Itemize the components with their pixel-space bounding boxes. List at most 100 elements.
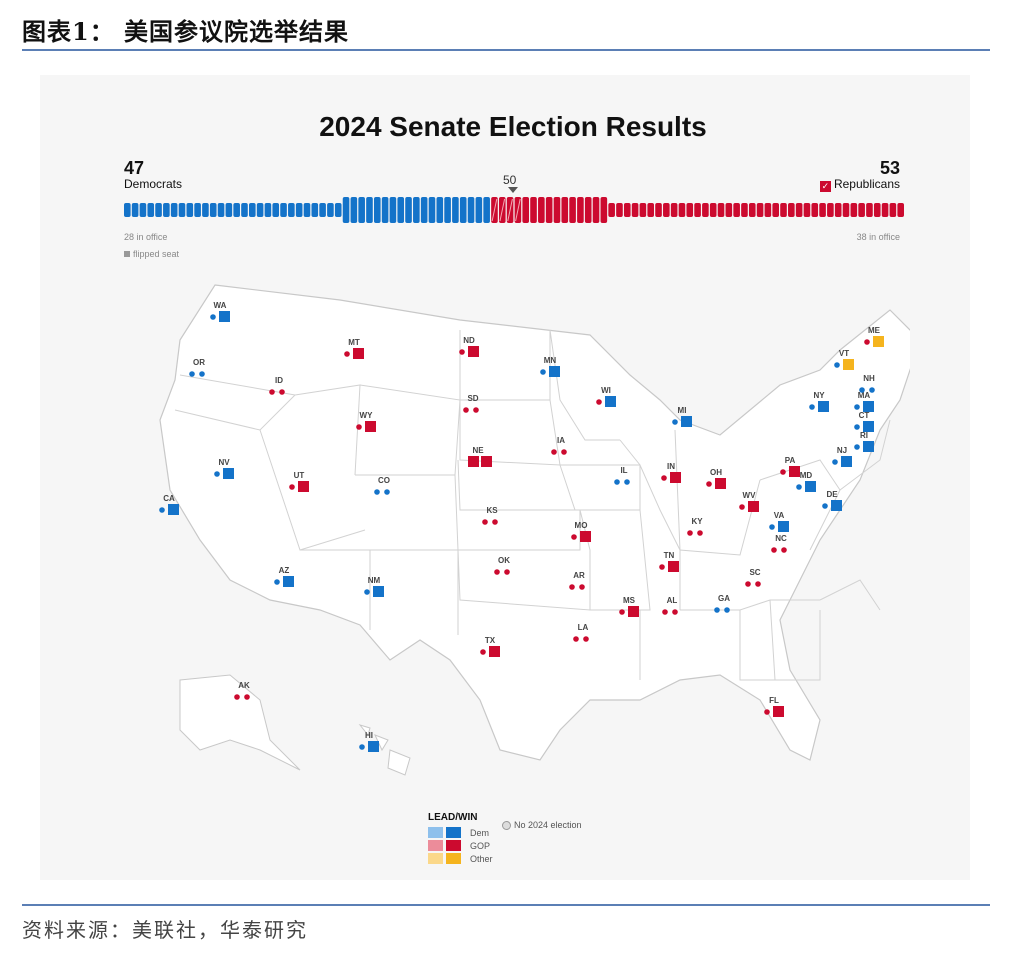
seat-dot-de [822, 503, 828, 509]
seat-dot-ma [854, 404, 860, 410]
state-label-il: IL [620, 466, 627, 475]
state-label-ga: GA [718, 594, 730, 603]
seat-segment [756, 203, 764, 217]
seat-dot-la [573, 636, 579, 642]
state-label-nh: NH [863, 374, 875, 383]
seat-segment [608, 203, 615, 217]
seat-segment [709, 203, 717, 217]
seat-segment [467, 197, 475, 223]
seat-segment [311, 203, 319, 217]
seat-dot-ar [579, 584, 585, 590]
seat-dot-nv [214, 471, 220, 477]
flip-hatch-mark [507, 198, 513, 222]
state-label-ar: AR [573, 571, 585, 580]
state-label-nj: NJ [837, 446, 847, 455]
rep-label-wrap: ✓ Republicans [819, 177, 900, 192]
dem-label: Democrats [124, 177, 183, 191]
seat-dot-ca [159, 507, 165, 513]
flipped-seat-label: flipped seat [133, 249, 180, 259]
seat-dot-nh [859, 387, 865, 393]
seat-dot-nd [459, 349, 465, 355]
seat-win-az [283, 576, 294, 587]
seat-dot-sc [745, 581, 751, 587]
legend-gop-win-swatch [446, 840, 461, 851]
seat-win-wv [748, 501, 759, 512]
seat-segment [569, 197, 576, 223]
seat-segment [538, 197, 545, 223]
seat-segment [616, 203, 623, 217]
seat-segment [522, 197, 530, 223]
seat-win-md [805, 481, 816, 492]
seat-segment [748, 203, 756, 217]
seat-win-nj [841, 456, 852, 467]
seat-segment [124, 203, 131, 217]
seat-segment [741, 203, 748, 217]
seat-segment [631, 203, 639, 217]
state-label-fl: FL [769, 696, 779, 705]
flipped-seat-icon [124, 251, 130, 257]
state-label-ca: CA [163, 494, 175, 503]
seat-segment [780, 203, 787, 217]
seat-dot-wy [356, 424, 362, 430]
state-label-id: ID [275, 376, 283, 385]
seat-win-wi [605, 396, 616, 407]
seat-dot-sd [463, 407, 469, 413]
seat-segment [147, 203, 155, 217]
seat-segment [764, 203, 772, 217]
us-senate-map: WA OR CA NV ID MT WY UT AZ NM CO ND SD NE KS OK TX MN IA MO… [159, 284, 910, 776]
seat-segment [530, 197, 537, 223]
check-icon: ✓ [819, 181, 831, 192]
flip-hatch-mark [515, 198, 521, 222]
seat-win-hi [368, 741, 379, 752]
seat-segment [702, 203, 709, 217]
seat-dot-al [662, 609, 668, 615]
state-label-ky: KY [691, 517, 703, 526]
rep-seat-count: 53 [879, 158, 900, 178]
seat-dot-al [672, 609, 678, 615]
state-label-mi: MI [678, 406, 687, 415]
seat-segment [881, 203, 889, 217]
seat-dot-id [269, 389, 275, 395]
seat-dot-ak [244, 694, 250, 700]
seat-dot-nh [869, 387, 875, 393]
seat-segment [295, 203, 303, 217]
seat-win-mt [353, 348, 364, 359]
seat-segment [436, 197, 444, 223]
flipped-seat-note: flipped seat [124, 249, 179, 259]
legend-other-label: Other [470, 854, 493, 864]
seat-segment [186, 203, 194, 217]
seat-win-me [873, 336, 884, 347]
seat-win-vt [843, 359, 854, 370]
seat-dot-ct [854, 424, 860, 430]
seat-dot-nj [832, 459, 838, 465]
seat-segment [373, 197, 381, 223]
seat-segment [725, 203, 733, 217]
state-label-pa: PA [785, 456, 796, 465]
seat-dot-wi [596, 399, 602, 405]
seat-dot-nc [771, 547, 777, 553]
state-label-ut: UT [294, 471, 305, 480]
seat-dot-ok [504, 569, 510, 575]
seat-segment [663, 203, 670, 217]
seat-win-fl [773, 706, 784, 717]
seat-dot-va [769, 524, 775, 530]
state-label-az: AZ [279, 566, 290, 575]
chart-panel: 2024 Senate Election Results 47 Democrat… [40, 75, 970, 880]
state-label-nd: ND [463, 336, 475, 345]
seat-win-va [778, 521, 789, 532]
seat-dot-sd [473, 407, 479, 413]
seat-win-nv [223, 468, 234, 479]
seat-dot-tn [659, 564, 665, 570]
seat-segment [202, 203, 209, 217]
state-label-md: MD [800, 471, 813, 480]
seat-segment [389, 197, 397, 223]
legend-other-lead-swatch [428, 853, 443, 864]
state-label-ia: IA [557, 436, 565, 445]
state-label-hi: HI [365, 731, 373, 740]
seat-segment [131, 203, 139, 217]
source-note: 资料来源：美联社，华泰研究 [22, 918, 308, 942]
seat-segment [444, 197, 451, 223]
seat-segment [233, 203, 240, 217]
seat-segment [225, 203, 233, 217]
state-label-ok: OK [498, 556, 510, 565]
